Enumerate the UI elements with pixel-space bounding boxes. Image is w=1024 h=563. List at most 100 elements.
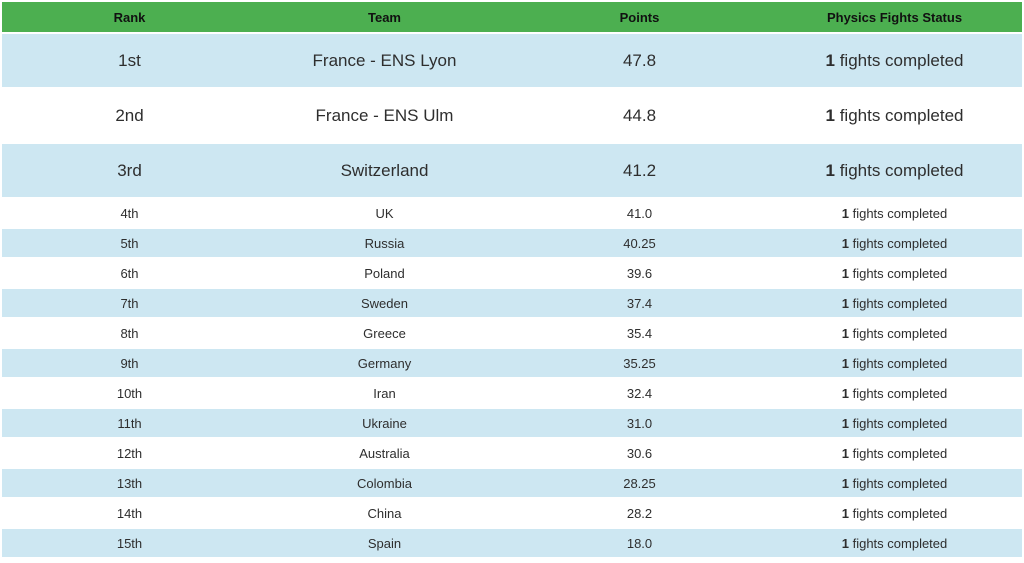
table-row: 15th Spain 18.0 1 fights completed xyxy=(2,529,1022,557)
points-cell: 35.4 xyxy=(512,319,767,347)
header-points: Points xyxy=(512,2,767,32)
fights-label: fights completed xyxy=(852,355,948,371)
rank-cell: 8th xyxy=(2,319,257,347)
table-row: 6th Poland 39.6 1 fights completed xyxy=(2,259,1022,287)
status-cell: 1 fights completed xyxy=(767,144,1022,197)
points-cell: 39.6 xyxy=(512,259,767,287)
team-cell: Germany xyxy=(257,349,512,377)
status-cell: 1 fights completed xyxy=(767,409,1022,437)
points-cell: 32.4 xyxy=(512,379,767,407)
points-cell: 47.8 xyxy=(512,34,767,87)
header-row: Rank Team Points Physics Fights Status xyxy=(2,2,1022,32)
team-cell: France - ENS Ulm xyxy=(257,89,512,142)
fights-count: 1 xyxy=(841,535,849,551)
fights-label: fights completed xyxy=(839,50,964,70)
team-cell: Australia xyxy=(257,439,512,467)
table-row: 9th Germany 35.25 1 fights completed xyxy=(2,349,1022,377)
fights-label: fights completed xyxy=(852,505,948,521)
points-cell: 41.2 xyxy=(512,144,767,197)
team-cell: Spain xyxy=(257,529,512,557)
status-cell: 1 fights completed xyxy=(767,439,1022,467)
leaderboard-header: Rank Team Points Physics Fights Status xyxy=(2,2,1022,32)
team-cell: China xyxy=(257,499,512,527)
fights-count: 1 xyxy=(825,160,835,180)
rank-cell: 10th xyxy=(2,379,257,407)
points-cell: 28.2 xyxy=(512,499,767,527)
rank-cell: 4th xyxy=(2,199,257,227)
team-cell: Ukraine xyxy=(257,409,512,437)
fights-label: fights completed xyxy=(852,445,948,461)
fights-label: fights completed xyxy=(839,160,964,180)
rank-cell: 9th xyxy=(2,349,257,377)
fights-label: fights completed xyxy=(839,105,964,125)
leaderboard-body: 1st France - ENS Lyon 47.8 1 fights complet… xyxy=(2,34,1022,557)
points-cell: 28.25 xyxy=(512,469,767,497)
table-row: 7th Sweden 37.4 1 fights completed xyxy=(2,289,1022,317)
fights-count: 1 xyxy=(825,50,835,70)
fights-label: fights completed xyxy=(852,415,948,431)
points-cell: 40.25 xyxy=(512,229,767,257)
fights-label: fights completed xyxy=(852,235,948,251)
header-status: Physics Fights Status xyxy=(767,2,1022,32)
table-row: 2nd France - ENS Ulm 44.8 1 fights complete… xyxy=(2,89,1022,142)
team-cell: Sweden xyxy=(257,289,512,317)
fights-count: 1 xyxy=(841,265,849,281)
rank-cell: 15th xyxy=(2,529,257,557)
rank-cell: 3rd xyxy=(2,144,257,197)
rank-cell: 11th xyxy=(2,409,257,437)
table-row: 14th China 28.2 1 fights completed xyxy=(2,499,1022,527)
fights-count: 1 xyxy=(841,505,849,521)
fights-count: 1 xyxy=(841,475,849,491)
rank-cell: 2nd xyxy=(2,89,257,142)
points-cell: 18.0 xyxy=(512,529,767,557)
rank-cell: 12th xyxy=(2,439,257,467)
fights-label: fights completed xyxy=(852,205,948,221)
table-row: 1st France - ENS Lyon 47.8 1 fights complet… xyxy=(2,34,1022,87)
table-row: 11th Ukraine 31.0 1 fights completed xyxy=(2,409,1022,437)
team-cell: Iran xyxy=(257,379,512,407)
points-cell: 35.25 xyxy=(512,349,767,377)
fights-count: 1 xyxy=(841,205,849,221)
status-cell: 1 fights completed xyxy=(767,289,1022,317)
table-row: 4th UK 41.0 1 fights completed xyxy=(2,199,1022,227)
status-cell: 1 fights completed xyxy=(767,379,1022,407)
fights-label: fights completed xyxy=(852,265,948,281)
points-cell: 41.0 xyxy=(512,199,767,227)
fights-label: fights completed xyxy=(852,295,948,311)
status-cell: 1 fights completed xyxy=(767,499,1022,527)
header-rank: Rank xyxy=(2,2,257,32)
rank-cell: 6th xyxy=(2,259,257,287)
rank-cell: 13th xyxy=(2,469,257,497)
status-cell: 1 fights completed xyxy=(767,89,1022,142)
team-cell: Russia xyxy=(257,229,512,257)
fights-count: 1 xyxy=(841,355,849,371)
status-cell: 1 fights completed xyxy=(767,469,1022,497)
header-team: Team xyxy=(257,2,512,32)
table-row: 5th Russia 40.25 1 fights completed xyxy=(2,229,1022,257)
table-row: 8th Greece 35.4 1 fights completed xyxy=(2,319,1022,347)
table-row: 3rd Switzerland 41.2 1 fights completed xyxy=(2,144,1022,197)
rank-cell: 1st xyxy=(2,34,257,87)
table-row: 13th Colombia 28.25 1 fights completed xyxy=(2,469,1022,497)
fights-label: fights completed xyxy=(852,385,948,401)
fights-count: 1 xyxy=(841,325,849,341)
status-cell: 1 fights completed xyxy=(767,229,1022,257)
fights-count: 1 xyxy=(841,295,849,311)
team-cell: Switzerland xyxy=(257,144,512,197)
points-cell: 44.8 xyxy=(512,89,767,142)
rank-cell: 5th xyxy=(2,229,257,257)
fights-count: 1 xyxy=(841,445,849,461)
rank-cell: 14th xyxy=(2,499,257,527)
team-cell: Greece xyxy=(257,319,512,347)
fights-label: fights completed xyxy=(852,475,948,491)
fights-label: fights completed xyxy=(852,325,948,341)
status-cell: 1 fights completed xyxy=(767,34,1022,87)
fights-count: 1 xyxy=(825,105,835,125)
fights-count: 1 xyxy=(841,415,849,431)
status-cell: 1 fights completed xyxy=(767,529,1022,557)
team-cell: France - ENS Lyon xyxy=(257,34,512,87)
status-cell: 1 fights completed xyxy=(767,349,1022,377)
team-cell: Colombia xyxy=(257,469,512,497)
